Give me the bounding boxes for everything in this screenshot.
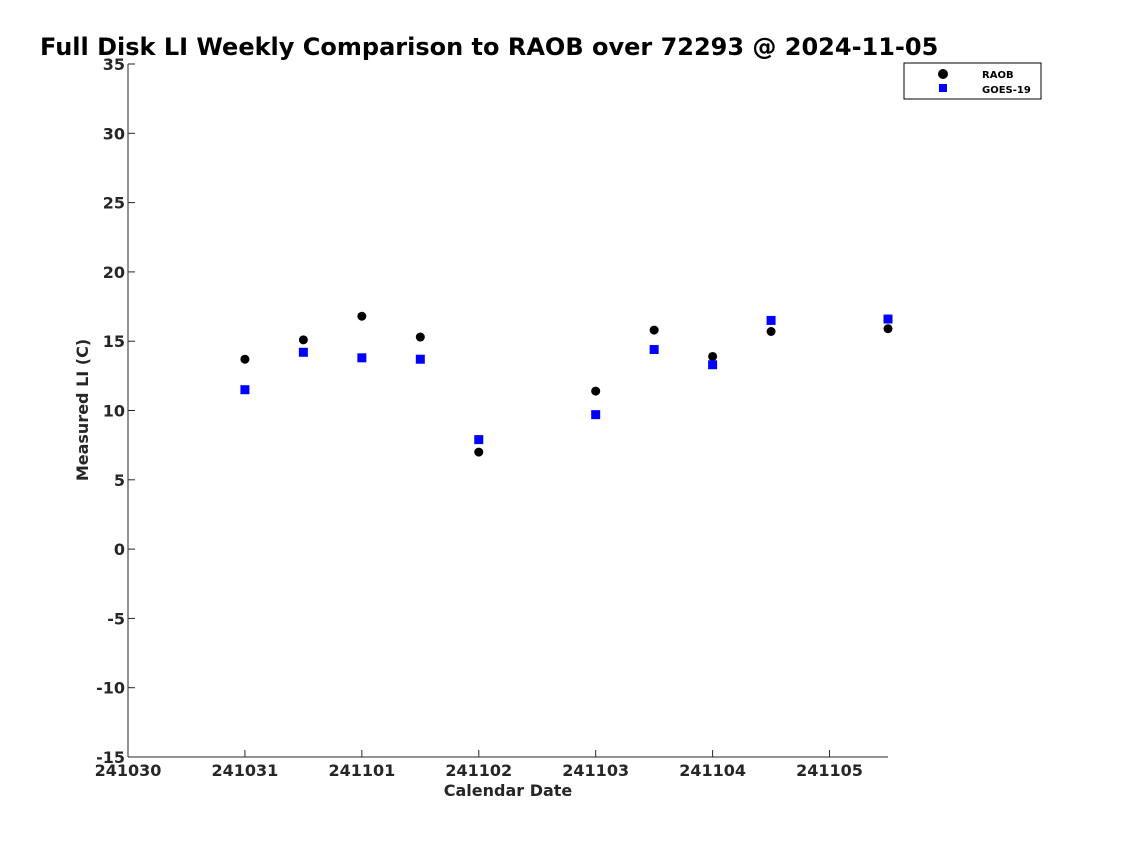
y-tick-label: 5 bbox=[114, 471, 125, 490]
legend-raob-marker bbox=[938, 69, 948, 79]
raob-point bbox=[591, 386, 601, 396]
legend-raob-label: RAOB bbox=[982, 70, 1014, 81]
y-tick-label: 15 bbox=[103, 332, 125, 351]
axes bbox=[127, 64, 888, 758]
raob-point bbox=[240, 354, 250, 364]
x-tick-label: 241105 bbox=[796, 761, 863, 780]
goes-19-point bbox=[708, 360, 718, 370]
x-tick-label: 241030 bbox=[95, 761, 162, 780]
raob-point bbox=[357, 311, 367, 321]
x-tick-label: 241031 bbox=[212, 761, 279, 780]
raob-point bbox=[415, 332, 425, 342]
goes-19-point bbox=[357, 353, 367, 363]
raob-point bbox=[708, 351, 718, 361]
legend-goes-marker bbox=[939, 84, 947, 92]
x-ticks: 241030 241031 241101 241102 241103 241104 2411… bbox=[95, 750, 863, 780]
goes-19-point bbox=[298, 347, 308, 357]
goes-19-point bbox=[240, 385, 250, 395]
raob-point bbox=[766, 326, 776, 336]
x-tick-label: 241103 bbox=[562, 761, 629, 780]
y-tick-label: 25 bbox=[103, 194, 125, 213]
raob-point bbox=[298, 335, 308, 345]
legend-goes-label: GOES-19 bbox=[982, 85, 1031, 96]
chart-title: Full Disk LI Weekly Comparison to RAOB o… bbox=[40, 33, 938, 61]
goes-19-point bbox=[883, 314, 893, 324]
raob-point bbox=[883, 324, 893, 334]
x-tick-label: 241102 bbox=[445, 761, 512, 780]
x-axis-label: Calendar Date bbox=[444, 781, 573, 800]
raob-point bbox=[649, 325, 659, 335]
y-tick-label: 0 bbox=[114, 540, 125, 559]
data-points bbox=[240, 311, 893, 457]
raob-point bbox=[474, 447, 484, 457]
y-tick-label: 30 bbox=[103, 124, 125, 143]
y-tick-label: -10 bbox=[96, 679, 125, 698]
legend-box bbox=[903, 62, 1042, 100]
goes-19-point bbox=[591, 410, 601, 420]
y-axis-label: Measured LI (C) bbox=[73, 339, 92, 481]
y-tick-label: 20 bbox=[103, 263, 125, 282]
legend: RAOB GOES-19 bbox=[903, 62, 1042, 100]
goes-19-point bbox=[766, 315, 776, 325]
y-tick-label: 10 bbox=[103, 402, 125, 421]
x-tick-label: 241104 bbox=[679, 761, 746, 780]
y-tick-label: -5 bbox=[107, 609, 125, 628]
goes-19-point bbox=[474, 435, 484, 445]
x-tick-label: 241101 bbox=[328, 761, 395, 780]
goes-19-point bbox=[649, 345, 659, 355]
y-tick-label: -15 bbox=[96, 748, 125, 767]
y-ticks: 35 30 25 20 15 10 5 0 -5 -10 -15 bbox=[96, 55, 135, 767]
goes-19-point bbox=[415, 354, 425, 364]
y-tick-label: 35 bbox=[103, 55, 125, 74]
